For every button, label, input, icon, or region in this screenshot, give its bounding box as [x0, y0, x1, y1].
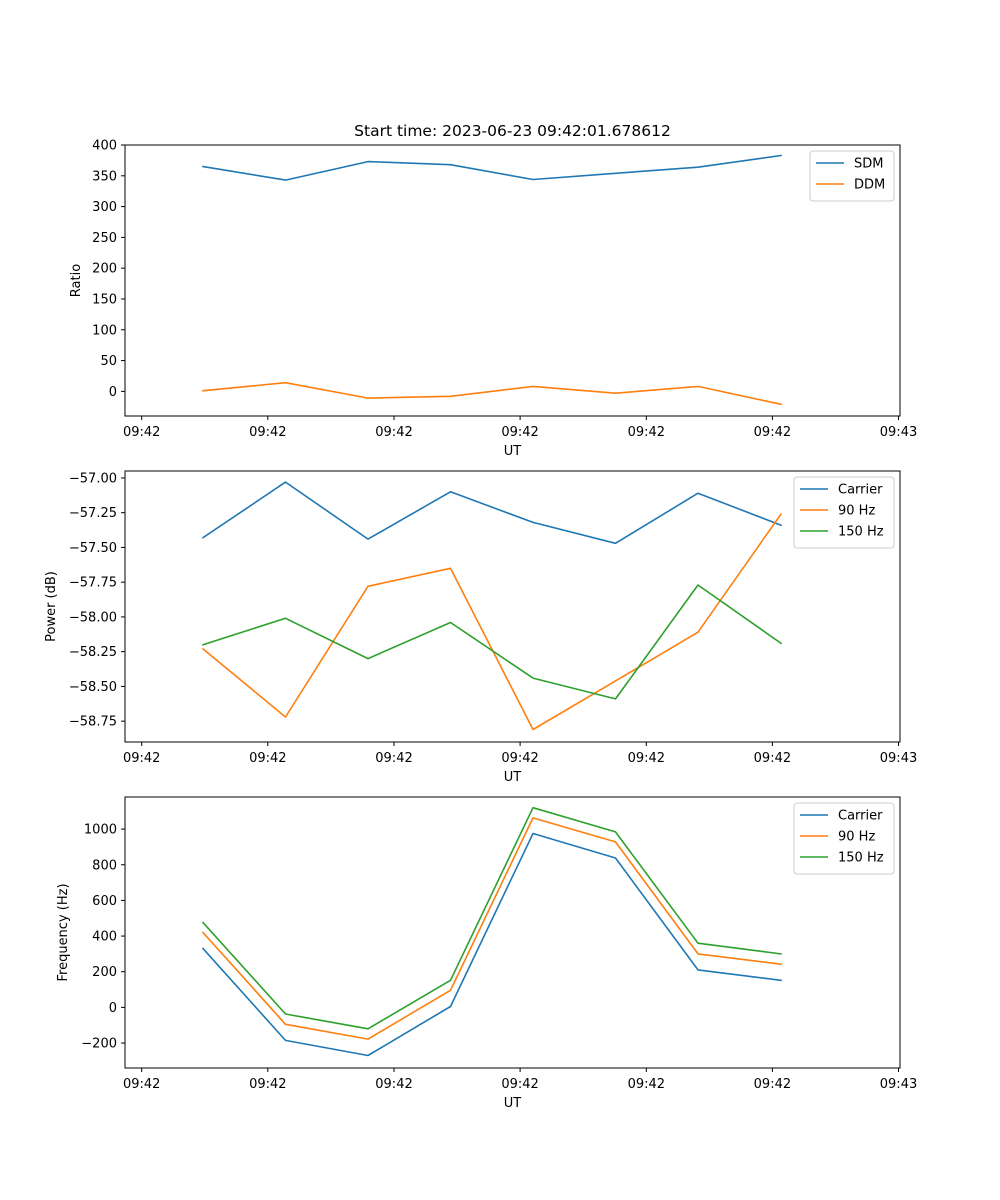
y-tick-label: 250 — [92, 231, 117, 246]
y-tick-label: −58.75 — [69, 715, 117, 730]
y-tick-label: 200 — [92, 262, 117, 277]
y-tick-label: 400 — [92, 930, 117, 945]
series-line-90-hz — [201, 512, 783, 731]
y-tick-label: 150 — [92, 292, 117, 307]
legend-label: 90 Hz — [838, 504, 875, 519]
y-tick-label: −58.25 — [69, 645, 117, 660]
x-tick-label: 09:42 — [501, 425, 538, 440]
plot-area-frame — [124, 144, 901, 417]
x-tick-label: 09:42 — [628, 751, 665, 766]
series-line-carrier — [201, 832, 782, 1057]
x-tick-label: 09:42 — [375, 1077, 412, 1092]
plot-area-frame — [124, 796, 901, 1069]
y-tick-label: 300 — [92, 200, 117, 215]
x-tick-label: 09:42 — [249, 1077, 286, 1092]
series-line-carrier — [201, 481, 783, 545]
x-tick-label: 09:42 — [123, 751, 160, 766]
x-axis-label: UT — [504, 444, 522, 459]
x-tick-label: 09:42 — [501, 751, 538, 766]
x-tick-label: 09:42 — [501, 1077, 538, 1092]
series-line-150-hz — [201, 806, 782, 1030]
x-tick-label: 09:43 — [880, 425, 917, 440]
legend-label: 90 Hz — [838, 830, 875, 845]
y-axis-label: Frequency (Hz) — [56, 883, 71, 981]
legend-label: SDM — [854, 157, 883, 172]
x-tick-label: 09:42 — [123, 425, 160, 440]
x-tick-label: 09:43 — [880, 1077, 917, 1092]
x-tick-label: 09:42 — [249, 425, 286, 440]
y-tick-label: 350 — [92, 169, 117, 184]
legend: Carrier 90 Hz 150 Hz — [793, 476, 895, 549]
y-tick-label: 50 — [100, 354, 117, 369]
series-line-90-hz — [201, 817, 782, 1040]
y-tick-label: −57.75 — [69, 576, 117, 591]
y-tick-label: 400 — [92, 139, 117, 154]
x-tick-label: 09:43 — [880, 751, 917, 766]
y-axis-label: Power (dB) — [44, 571, 59, 642]
y-tick-label: −57.00 — [69, 471, 117, 486]
y-tick-label: 0 — [109, 385, 117, 400]
chart-title: Start time: 2023-06-23 09:42:01.678612 — [354, 122, 671, 140]
x-tick-label: 09:42 — [375, 425, 412, 440]
y-tick-label: 0 — [109, 1001, 117, 1016]
y-tick-label: 800 — [92, 858, 117, 873]
legend: Carrier 90 Hz 150 Hz — [793, 802, 895, 875]
x-tick-label: 09:42 — [628, 1077, 665, 1092]
y-tick-label: −57.25 — [69, 506, 117, 521]
x-tick-label: 09:42 — [754, 751, 791, 766]
y-tick-label: 100 — [92, 323, 117, 338]
y-axis-label: Ratio — [69, 264, 84, 297]
x-tick-label: 09:42 — [123, 1077, 160, 1092]
x-tick-label: 09:42 — [375, 751, 412, 766]
x-tick-label: 09:42 — [628, 425, 665, 440]
legend-label: DDM — [854, 178, 885, 193]
frequency-subplot: Frequency (Hz) UT −200 0 200 400 600 800 1000 0… — [56, 796, 917, 1111]
power-subplot: Power (dB) UT −58.75 −58.50 −58.25 −58.00 −5… — [44, 470, 917, 785]
x-axis-label: UT — [504, 1096, 522, 1111]
series-line-sdm — [202, 154, 782, 181]
plot-area-frame — [124, 470, 901, 743]
y-tick-label: −58.50 — [69, 680, 117, 695]
legend-label: Carrier — [838, 483, 883, 498]
x-axis-label: UT — [504, 770, 522, 785]
y-tick-label: 600 — [92, 894, 117, 909]
legend-label: 150 Hz — [838, 525, 884, 540]
legend-label: 150 Hz — [838, 851, 884, 866]
series-line-ddm — [202, 381, 782, 406]
y-tick-label: −57.50 — [69, 541, 117, 556]
legend: SDM DDM — [809, 150, 895, 202]
x-tick-label: 09:42 — [754, 1077, 791, 1092]
y-tick-label: 1000 — [84, 823, 117, 838]
x-tick-label: 09:42 — [249, 751, 286, 766]
y-tick-label: −200 — [81, 1037, 117, 1052]
series-line-150-hz — [201, 584, 783, 700]
ratio-subplot: Start time: 2023-06-23 09:42:01.678612 R… — [69, 122, 917, 459]
x-tick-label: 09:42 — [754, 425, 791, 440]
y-tick-label: −58.00 — [69, 610, 117, 625]
y-tick-label: 200 — [92, 965, 117, 980]
legend-label: Carrier — [838, 809, 883, 824]
